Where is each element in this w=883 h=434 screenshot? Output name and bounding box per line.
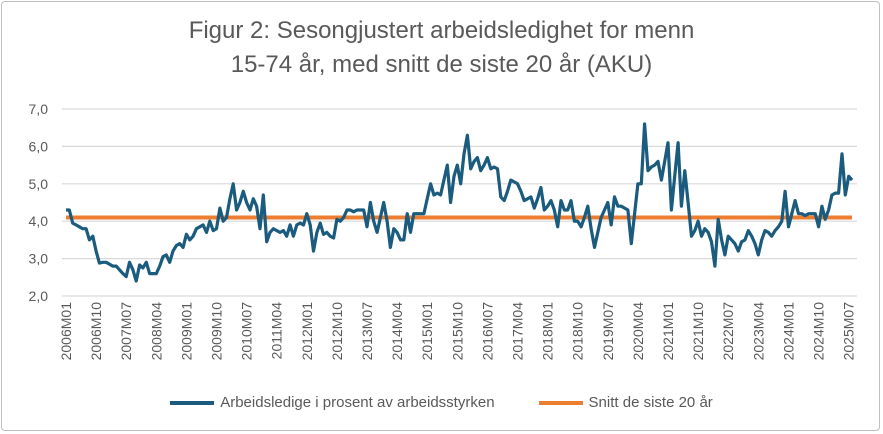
x-tick-label: 2015M01 — [419, 302, 435, 361]
x-tick-label: 2016M07 — [479, 302, 495, 361]
x-tick-label: 2024M01 — [780, 302, 796, 361]
x-tick-label: 2022M07 — [720, 302, 736, 361]
x-tick-label: 2006M01 — [58, 302, 74, 361]
legend-swatch-unemployment — [170, 400, 215, 405]
x-tick-label: 2014M04 — [389, 302, 405, 361]
legend-item-unemployment: Arbeidsledige i prosent av arbeidsstyrke… — [170, 394, 495, 411]
x-tick-label: 2020M04 — [630, 302, 646, 361]
legend-label-unemployment: Arbeidsledige i prosent av arbeidsstyrke… — [220, 394, 495, 411]
x-tick-label: 2006M10 — [88, 302, 104, 361]
x-tick-label: 2009M10 — [209, 302, 225, 361]
x-tick-label: 2018M01 — [540, 302, 556, 361]
chart-title: Figur 2: Sesongjustert arbeidsledighet f… — [0, 14, 883, 82]
chart-title-line-2: 15-74 år, med snitt de siste 20 år (AKU) — [230, 51, 653, 78]
y-tick-label: 2,0 — [29, 288, 49, 304]
x-tick-label: 2012M01 — [299, 302, 315, 361]
chart-title-line-1: Figur 2: Sesongjustert arbeidsledighet f… — [188, 17, 695, 44]
y-tick-label: 7,0 — [29, 101, 49, 117]
x-tick-label: 2025M07 — [841, 302, 857, 361]
x-tick-label: 2007M07 — [118, 302, 134, 361]
x-tick-label: 2024M10 — [811, 302, 827, 361]
x-tick-label: 2021M01 — [660, 302, 676, 361]
x-tick-label: 2008M04 — [148, 302, 164, 361]
x-tick-label: 2019M07 — [600, 302, 616, 361]
y-tick-label: 5,0 — [29, 176, 49, 192]
legend-item-average: Snitt de siste 20 år — [538, 394, 713, 411]
legend: Arbeidsledige i prosent av arbeidsstyrke… — [0, 394, 883, 411]
x-tick-label: 2021M10 — [690, 302, 706, 361]
y-tick-label: 6,0 — [29, 138, 49, 154]
x-tick-label: 2009M01 — [178, 302, 194, 361]
x-tick-label: 2013M07 — [359, 302, 375, 361]
x-tick-label: 2018M10 — [570, 302, 586, 361]
legend-swatch-average — [538, 400, 583, 405]
x-tick-label: 2023M04 — [750, 302, 766, 361]
x-tick-label: 2010M07 — [239, 302, 255, 361]
unemployment-line — [66, 122, 854, 283]
legend-label-average: Snitt de siste 20 år — [588, 394, 713, 411]
y-tick-label: 3,0 — [29, 251, 49, 267]
x-tick-label: 2017M04 — [510, 302, 526, 361]
x-tick-label: 2012M10 — [329, 302, 345, 361]
y-tick-label: 4,0 — [29, 213, 49, 229]
x-tick-label: 2011M04 — [269, 302, 285, 360]
x-tick-label: 2015M10 — [449, 302, 465, 361]
